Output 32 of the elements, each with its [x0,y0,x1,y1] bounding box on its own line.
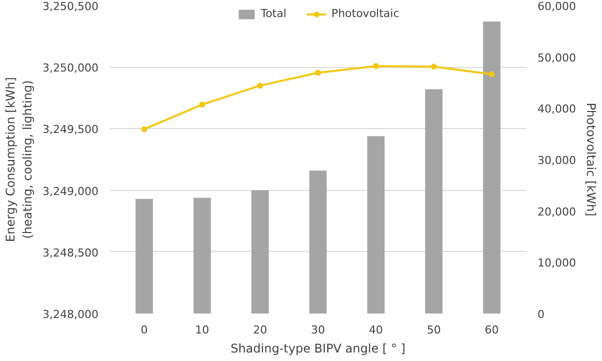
y2-tick-label: 50,000 [538,51,576,64]
point [430,64,437,70]
y-tick-label: 3,250,500 [42,0,98,13]
y2-tick-label: 40,000 [538,102,576,116]
y2-tick-label: 10,000 [538,256,576,270]
y-tick-label: 3,250,000 [42,62,98,75]
x-tick-label: 60 [484,324,499,336]
y2-axis-title: Photovoltaic [kWh] [584,102,598,216]
y-tick-label: 3,248,000 [42,308,98,321]
y-tick-label: 3,249,000 [42,184,98,198]
y2-tick-label: 30,000 [538,154,576,167]
x-tick-label: 40 [368,324,383,336]
point [257,82,264,89]
point [488,71,495,78]
y-tick-label: 3,248,500 [42,246,98,260]
x-tick-label: 30 [311,324,325,336]
point [199,102,206,108]
x-tick-label: 20 [253,324,268,336]
y2-tick-label: 0 [538,308,544,321]
x-tick-label: 50 [426,324,441,336]
y-tick-label: 3,249,500 [42,123,98,136]
point [141,126,148,132]
x-tick-label: 0 [140,324,148,336]
point [372,63,379,70]
y2-tick-label: 60,000 [538,0,576,13]
point [315,70,321,76]
x-tick-label: 10 [195,324,210,336]
y2-tick-label: 20,000 [538,205,576,218]
legend-label: Photovoltaic [331,7,400,20]
y-axis-title: Energy Consumption [kWh] (heating, cooling, lighting) [4,77,35,242]
x-axis-title: Shading-type BIPV angle [ ° ] [230,342,406,356]
legend-label: Total [260,7,286,20]
